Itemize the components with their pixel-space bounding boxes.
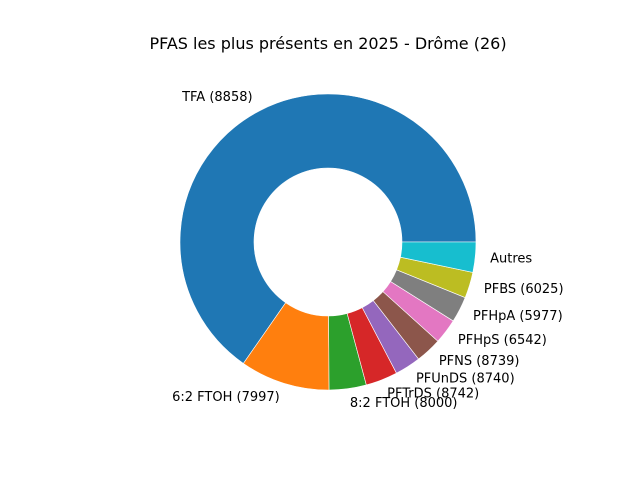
- slice-autres: [400, 241, 477, 273]
- label-pfhps-6542: PFHpS (6542): [458, 333, 547, 348]
- pie-labels: TFA (8858) 6:2 FTOH (7997) 8:2 FTOH (8000)…: [172, 90, 563, 411]
- slice-tfa-8858: [179, 93, 477, 364]
- chart-title: PFAS les plus présents en 2025 - Drôme (…: [149, 34, 506, 53]
- label-pfbs-6025: PFBS (6025): [484, 282, 564, 297]
- pie-slices: [179, 93, 477, 391]
- label-tfa-8858: TFA (8858): [181, 90, 252, 105]
- label-6-2-ftoh-7997: 6:2 FTOH (7997): [172, 390, 280, 405]
- label-pfhpa-5977: PFHpA (5977): [473, 309, 563, 324]
- label-pfunds-8740: PFUnDS (8740): [416, 372, 515, 387]
- label-pftrds-8742: PFTrDS (8742): [387, 386, 479, 401]
- label-autres: Autres: [490, 251, 532, 266]
- label-8-2-ftoh-8000: 8:2 FTOH (8000): [350, 396, 458, 411]
- label-pfns-8739: PFNS (8739): [439, 354, 520, 369]
